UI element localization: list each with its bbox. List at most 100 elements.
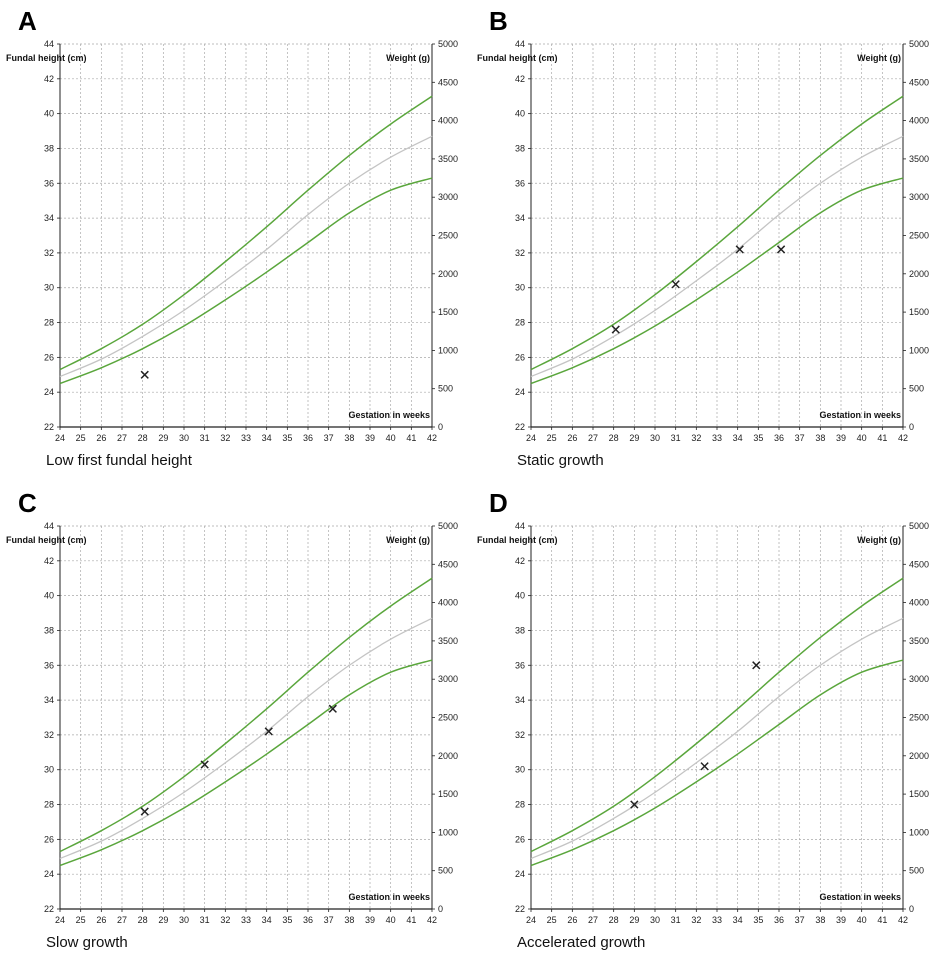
y2-tick-label: 4000 [909,598,929,608]
y-tick-label: 26 [515,352,525,362]
y-tick-label: 40 [44,109,54,119]
x-tick-label: 27 [588,433,598,443]
x-tick-label: 25 [547,915,557,925]
y-axis-title: Fundal height (cm) [6,535,87,545]
y2-tick-label: 1500 [438,789,458,799]
y2-tick-label: 1000 [909,345,929,355]
x-tick-label: 25 [76,433,86,443]
data-point-marker [735,245,744,254]
x-tick-label: 34 [733,915,743,925]
marker-stroke [700,762,709,771]
x-axis-title: Gestation in weeks [348,892,430,902]
y-tick-label: 22 [515,904,525,914]
y-tick-label: 28 [515,318,525,328]
data-point-marker [200,760,209,769]
x-tick-label: 38 [815,915,825,925]
x-tick-label: 36 [303,433,313,443]
x-tick-label: 38 [815,433,825,443]
y2-tick-label: 2500 [438,713,458,723]
y-tick-label: 30 [44,765,54,775]
x-tick-label: 40 [857,915,867,925]
y2-axis-title: Weight (g) [386,53,430,63]
series-line-lower [59,177,433,385]
y-tick-label: 32 [515,248,525,258]
grid [530,525,904,910]
y2-tick-label: 5000 [438,521,458,531]
y-tick-label: 24 [515,869,525,879]
y2-tick-label: 2000 [438,751,458,761]
marker-stroke [752,661,761,670]
y2-tick-label: 2000 [909,751,929,761]
x-tick-label: 25 [547,433,557,443]
y2-tick-label: 5000 [909,521,929,531]
y-tick-label: 38 [44,625,54,635]
grid [59,43,433,428]
x-tick-label: 41 [877,915,887,925]
y-tick-label: 32 [515,730,525,740]
data-point-marker [264,727,273,736]
x-tick-label: 29 [158,433,168,443]
x-tick-label: 37 [795,433,805,443]
x-tick-label: 28 [609,915,619,925]
y2-tick-label: 5000 [438,39,458,49]
y-tick-label: 22 [44,422,54,432]
panel-caption: Static growth [517,452,604,469]
y2-tick-label: 4500 [909,559,929,569]
x-tick-label: 35 [282,915,292,925]
x-tick-label: 29 [629,433,639,443]
x-tick-label: 30 [650,915,660,925]
x-tick-label: 34 [733,433,743,443]
y2-tick-label: 500 [909,384,924,394]
y-axis-title: Fundal height (cm) [6,53,87,63]
y2-tick-label: 1000 [909,827,929,837]
y-tick-label: 40 [515,591,525,601]
x-tick-label: 38 [344,915,354,925]
x-tick-label: 28 [138,433,148,443]
x-tick-label: 42 [427,433,437,443]
chart-svg: 24 25 26 27 28 29 30 31 32 33 34 35 36 37 38 39 40 41 42 22… [477,521,929,925]
y-tick-label: 28 [44,800,54,810]
series-line-median [59,135,433,378]
y-tick-label: 28 [44,318,54,328]
x-tick-label: 39 [836,433,846,443]
y2-tick-label: 3000 [438,192,458,202]
data-point-marker [611,325,620,334]
x-tick-label: 32 [220,915,230,925]
y-tick-label: 38 [515,143,525,153]
chart-panel-b: B 24 25 26 27 28 29 30 31 32 33 34 35 36 37 38 39 40 41 42… [471,0,942,482]
series-line-upper [530,95,904,371]
x-tick-label: 24 [55,915,65,925]
y-tick-label: 34 [515,695,525,705]
marker-stroke [671,280,680,289]
panel-caption: Slow growth [46,934,128,951]
marker-stroke [264,727,273,736]
x-tick-label: 40 [386,433,396,443]
x-tick-label: 26 [96,433,106,443]
data-point-marker [630,800,639,809]
y-tick-label: 24 [44,869,54,879]
data-point-marker [140,807,149,816]
y2-tick-label: 4500 [438,77,458,87]
x-tick-label: 35 [753,433,763,443]
x-tick-label: 29 [629,915,639,925]
x-tick-label: 31 [200,433,210,443]
data-point-marker [752,661,761,670]
panel-caption: Accelerated growth [517,934,646,951]
y-tick-label: 26 [44,834,54,844]
y-tick-label: 40 [44,591,54,601]
chart-panel-a: A 24 25 26 27 28 29 30 31 32 33 34 35 36 37 38 39 40 41 42… [0,0,471,482]
marker-stroke [630,800,639,809]
y-tick-label: 22 [515,422,525,432]
data-point-marker [140,370,149,379]
x-tick-label: 35 [282,433,292,443]
y-tick-label: 28 [515,800,525,810]
x-tick-label: 31 [671,915,681,925]
y-tick-label: 26 [44,352,54,362]
data-point-marker [700,762,709,771]
y2-tick-label: 3500 [438,154,458,164]
marker-stroke [200,760,209,769]
marker-stroke [140,370,149,379]
y-tick-label: 34 [44,213,54,223]
y2-tick-label: 2500 [438,231,458,241]
x-tick-label: 36 [303,915,313,925]
